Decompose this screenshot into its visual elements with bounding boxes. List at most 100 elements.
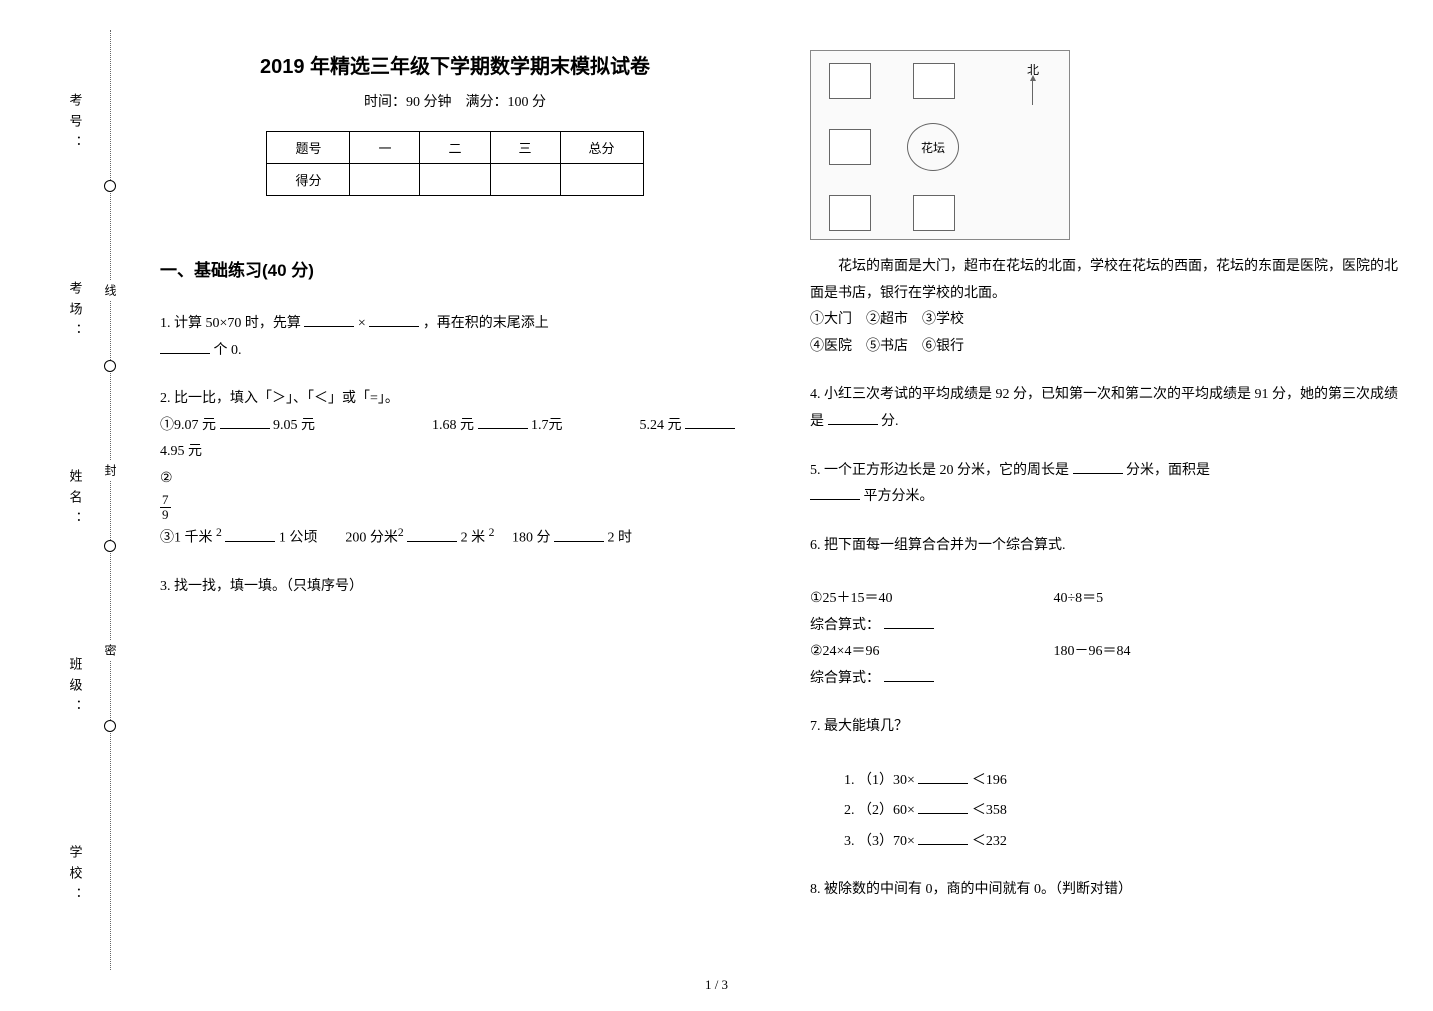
question-3-desc: 花坛的南面是大门，超市在花坛的北面，学校在花坛的西面，花坛的东面是医院，医院的北… [810,254,1400,360]
q7-1b: ＜196 [972,773,1007,788]
seal-char-1: 线 [102,280,119,300]
q7-3b: ＜232 [972,834,1007,849]
question-6: 6. 把下面每一组算合合并为一个综合算式. ①25＋15＝40 40÷8＝5 综… [810,533,1400,693]
q2-row2: ② 7 9 [160,466,750,522]
q2-r1b: 9.05 元 [273,418,315,433]
binding-label-2: 班级： [66,657,85,720]
blank [160,340,210,354]
q2-r3b: 1 公顷 200 分米 [279,531,398,546]
q6-row1c: 综合算式： [810,613,1400,640]
seal-line [110,30,111,970]
q7-1a: （1）30× [858,773,915,788]
question-2: 2. 比一比，填入「＞」、「＜」或「=」。 ①9.07 元 9.05 元 1.6… [160,386,750,552]
blank [1073,460,1123,474]
blank [220,415,270,429]
blank [884,615,934,629]
q6-r1c: 综合算式： [810,618,880,633]
fig-cell-n [913,63,955,99]
blank [918,831,968,845]
row-label: 得分 [267,164,350,196]
th-label: 题号 [267,132,350,164]
q6-r2b: 180－96＝84 [1054,644,1131,659]
question-4: 4. 小红三次考试的平均成绩是 92 分，已知第一次和第二次的平均成绩是 91 … [810,382,1400,435]
binding-label-5: 考号： [66,93,85,156]
frac-num: 7 [160,493,171,508]
seal-char-2: 封 [102,460,119,480]
q2-r2: ② [160,471,173,486]
q2-r3d: 180 分 [498,531,551,546]
exam-title: 2019 年精选三年级下学期数学期末模拟试卷 [160,50,750,79]
blank [828,411,878,425]
q6-lead: 6. 把下面每一组算合合并为一个综合算式. [810,533,1400,560]
score-cell [490,164,560,196]
q1-a: 1. 计算 50×70 时，先算 [160,316,301,331]
blank [369,313,419,327]
q2-r3e: 2 时 [607,531,632,546]
list-item: （1）30× ＜196 [858,768,1400,795]
section-1-heading: 一、基础练习(40 分) [160,256,750,281]
q6-row2c: 综合算式： [810,666,1400,693]
q6-r1b: 40÷8＝5 [1054,591,1104,606]
question-5: 5. 一个正方形边长是 20 分米，它的周长是 分米，面积是 平方分米。 [810,458,1400,511]
q3-figure: 花坛 北 [810,50,1070,240]
q2-r1e: 5.24 元 [640,418,682,433]
q5-b: 分米，面积是 [1126,463,1210,478]
sup: 2 [216,526,222,539]
q8-text: 8. 被除数的中间有 0，商的中间就有 0。（判断对错） [810,882,1132,897]
score-cell [420,164,490,196]
blank [918,800,968,814]
fig-center-label: 花坛 [921,139,945,156]
q2-r1d: 1.7元 [531,418,563,433]
sup: 2 [398,526,404,539]
binding-label-1: 学校： [66,845,85,908]
q1-c: ，再在积的末尾添上 [423,316,549,331]
question-1: 1. 计算 50×70 时，先算 × ，再在积的末尾添上 个 0. [160,311,750,364]
score-cell [560,164,643,196]
q6-r2a: ②24×4＝96 [810,639,1050,666]
question-3-lead: 3. 找一找，填一填。（只填序号） [160,574,750,601]
q1-b: × [358,316,366,331]
seal-circle-4 [104,720,116,732]
q2-r3c: 2 米 [461,531,489,546]
sup: 2 [489,526,495,539]
th-2: 二 [420,132,490,164]
q6-row1: ①25＋15＝40 40÷8＝5 [810,586,1400,613]
q1-d: 个 0. [214,343,242,358]
fig-center-circle: 花坛 [907,123,959,171]
q7-list: （1）30× ＜196 （2）60× ＜358 （3）70× ＜232 [858,768,1400,856]
q2-r1a: ①9.07 元 [160,418,220,433]
score-table: 题号 一 二 三 总分 得分 [266,131,643,196]
binding-label-4: 考场： [66,281,85,344]
binding-margin: 考号： 考场： 姓名： 班级： 学校： [60,30,90,970]
right-column: 花坛 北 花坛的南面是大门，超市在花坛的北面，学校在花坛的西面，花坛的东面是医院… [810,50,1400,926]
q7-2a: （2）60× [858,803,915,818]
q3-lead: 3. 找一找，填一填。（只填序号） [160,579,363,594]
fraction: 7 9 [160,493,171,523]
q5-c: 平方分米。 [864,489,934,504]
table-row: 题号 一 二 三 总分 [267,132,643,164]
fig-cell-w [829,129,871,165]
blank [810,486,860,500]
left-column: 2019 年精选三年级下学期数学期末模拟试卷 时间：90 分钟 满分：100 分… [160,50,750,926]
question-8: 8. 被除数的中间有 0，商的中间就有 0。（判断对错） [810,877,1400,904]
q6-row2: ②24×4＝96 180－96＝84 [810,639,1400,666]
fig-cell-sw [829,195,871,231]
binding-label-3: 姓名： [66,469,85,532]
q2-r3a: ③1 千米 [160,531,216,546]
q3-keys1: ①大门 ②超市 ③学校 [810,307,1400,334]
seal-circle-1 [104,180,116,192]
blank [225,528,275,542]
q3-keys2: ④医院 ⑤书店 ⑥银行 [810,334,1400,361]
question-7: 7. 最大能填几？ （1）30× ＜196 （2）60× ＜358 （3）70×… [810,714,1400,855]
blank [478,415,528,429]
north-arrow-icon [1032,79,1033,105]
q6-r1a: ①25＋15＝40 [810,586,1050,613]
q2-row1: ①9.07 元 9.05 元 1.68 元 1.7元 5.24 元 4.95 元 [160,413,750,466]
fig-cell-s [913,195,955,231]
blank [407,528,457,542]
list-item: （2）60× ＜358 [858,798,1400,825]
fig-cell-nw [829,63,871,99]
q5-a: 5. 一个正方形边长是 20 分米，它的周长是 [810,463,1069,478]
q7-2b: ＜358 [972,803,1007,818]
th-total: 总分 [560,132,643,164]
